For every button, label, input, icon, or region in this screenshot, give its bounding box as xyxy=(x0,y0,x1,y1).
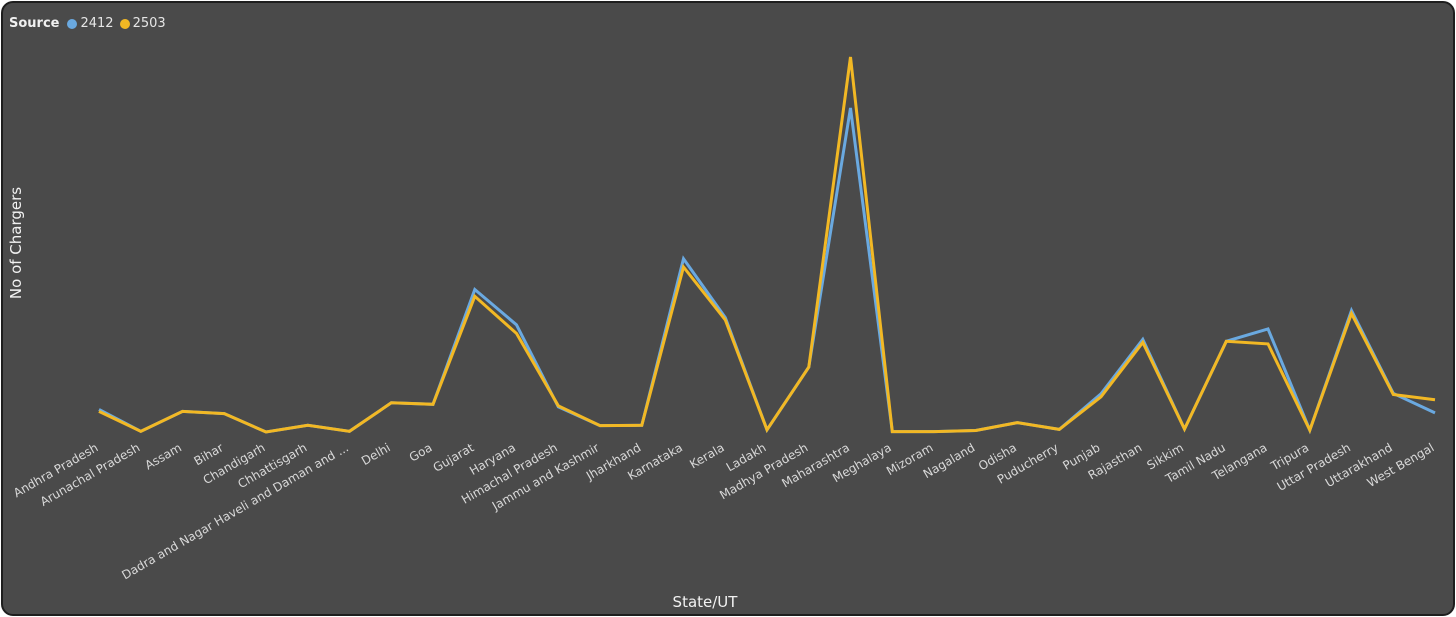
y-axis-title: No of Chargers xyxy=(7,187,25,299)
legend-item-2503[interactable]: 2503 xyxy=(119,16,166,31)
legend: Source 2412 2503 xyxy=(9,16,172,31)
x-tick-label: Delhi xyxy=(359,440,393,468)
series-line-2412[interactable] xyxy=(98,107,1436,435)
x-tick-label: Assam xyxy=(143,440,184,472)
legend-label: 2412 xyxy=(80,16,114,31)
legend-label: 2503 xyxy=(132,16,166,31)
series-lines xyxy=(98,56,1436,435)
legend-dot-icon xyxy=(119,18,130,29)
legend-title: Source xyxy=(9,16,60,31)
series-line-2503[interactable] xyxy=(98,56,1436,434)
x-tick-label: Kerala xyxy=(687,440,727,471)
legend-dot-icon xyxy=(67,18,78,29)
x-axis-title: State/UT xyxy=(673,593,739,611)
legend-item-2412[interactable]: 2412 xyxy=(67,16,114,31)
x-tick-label: Goa xyxy=(407,440,435,464)
